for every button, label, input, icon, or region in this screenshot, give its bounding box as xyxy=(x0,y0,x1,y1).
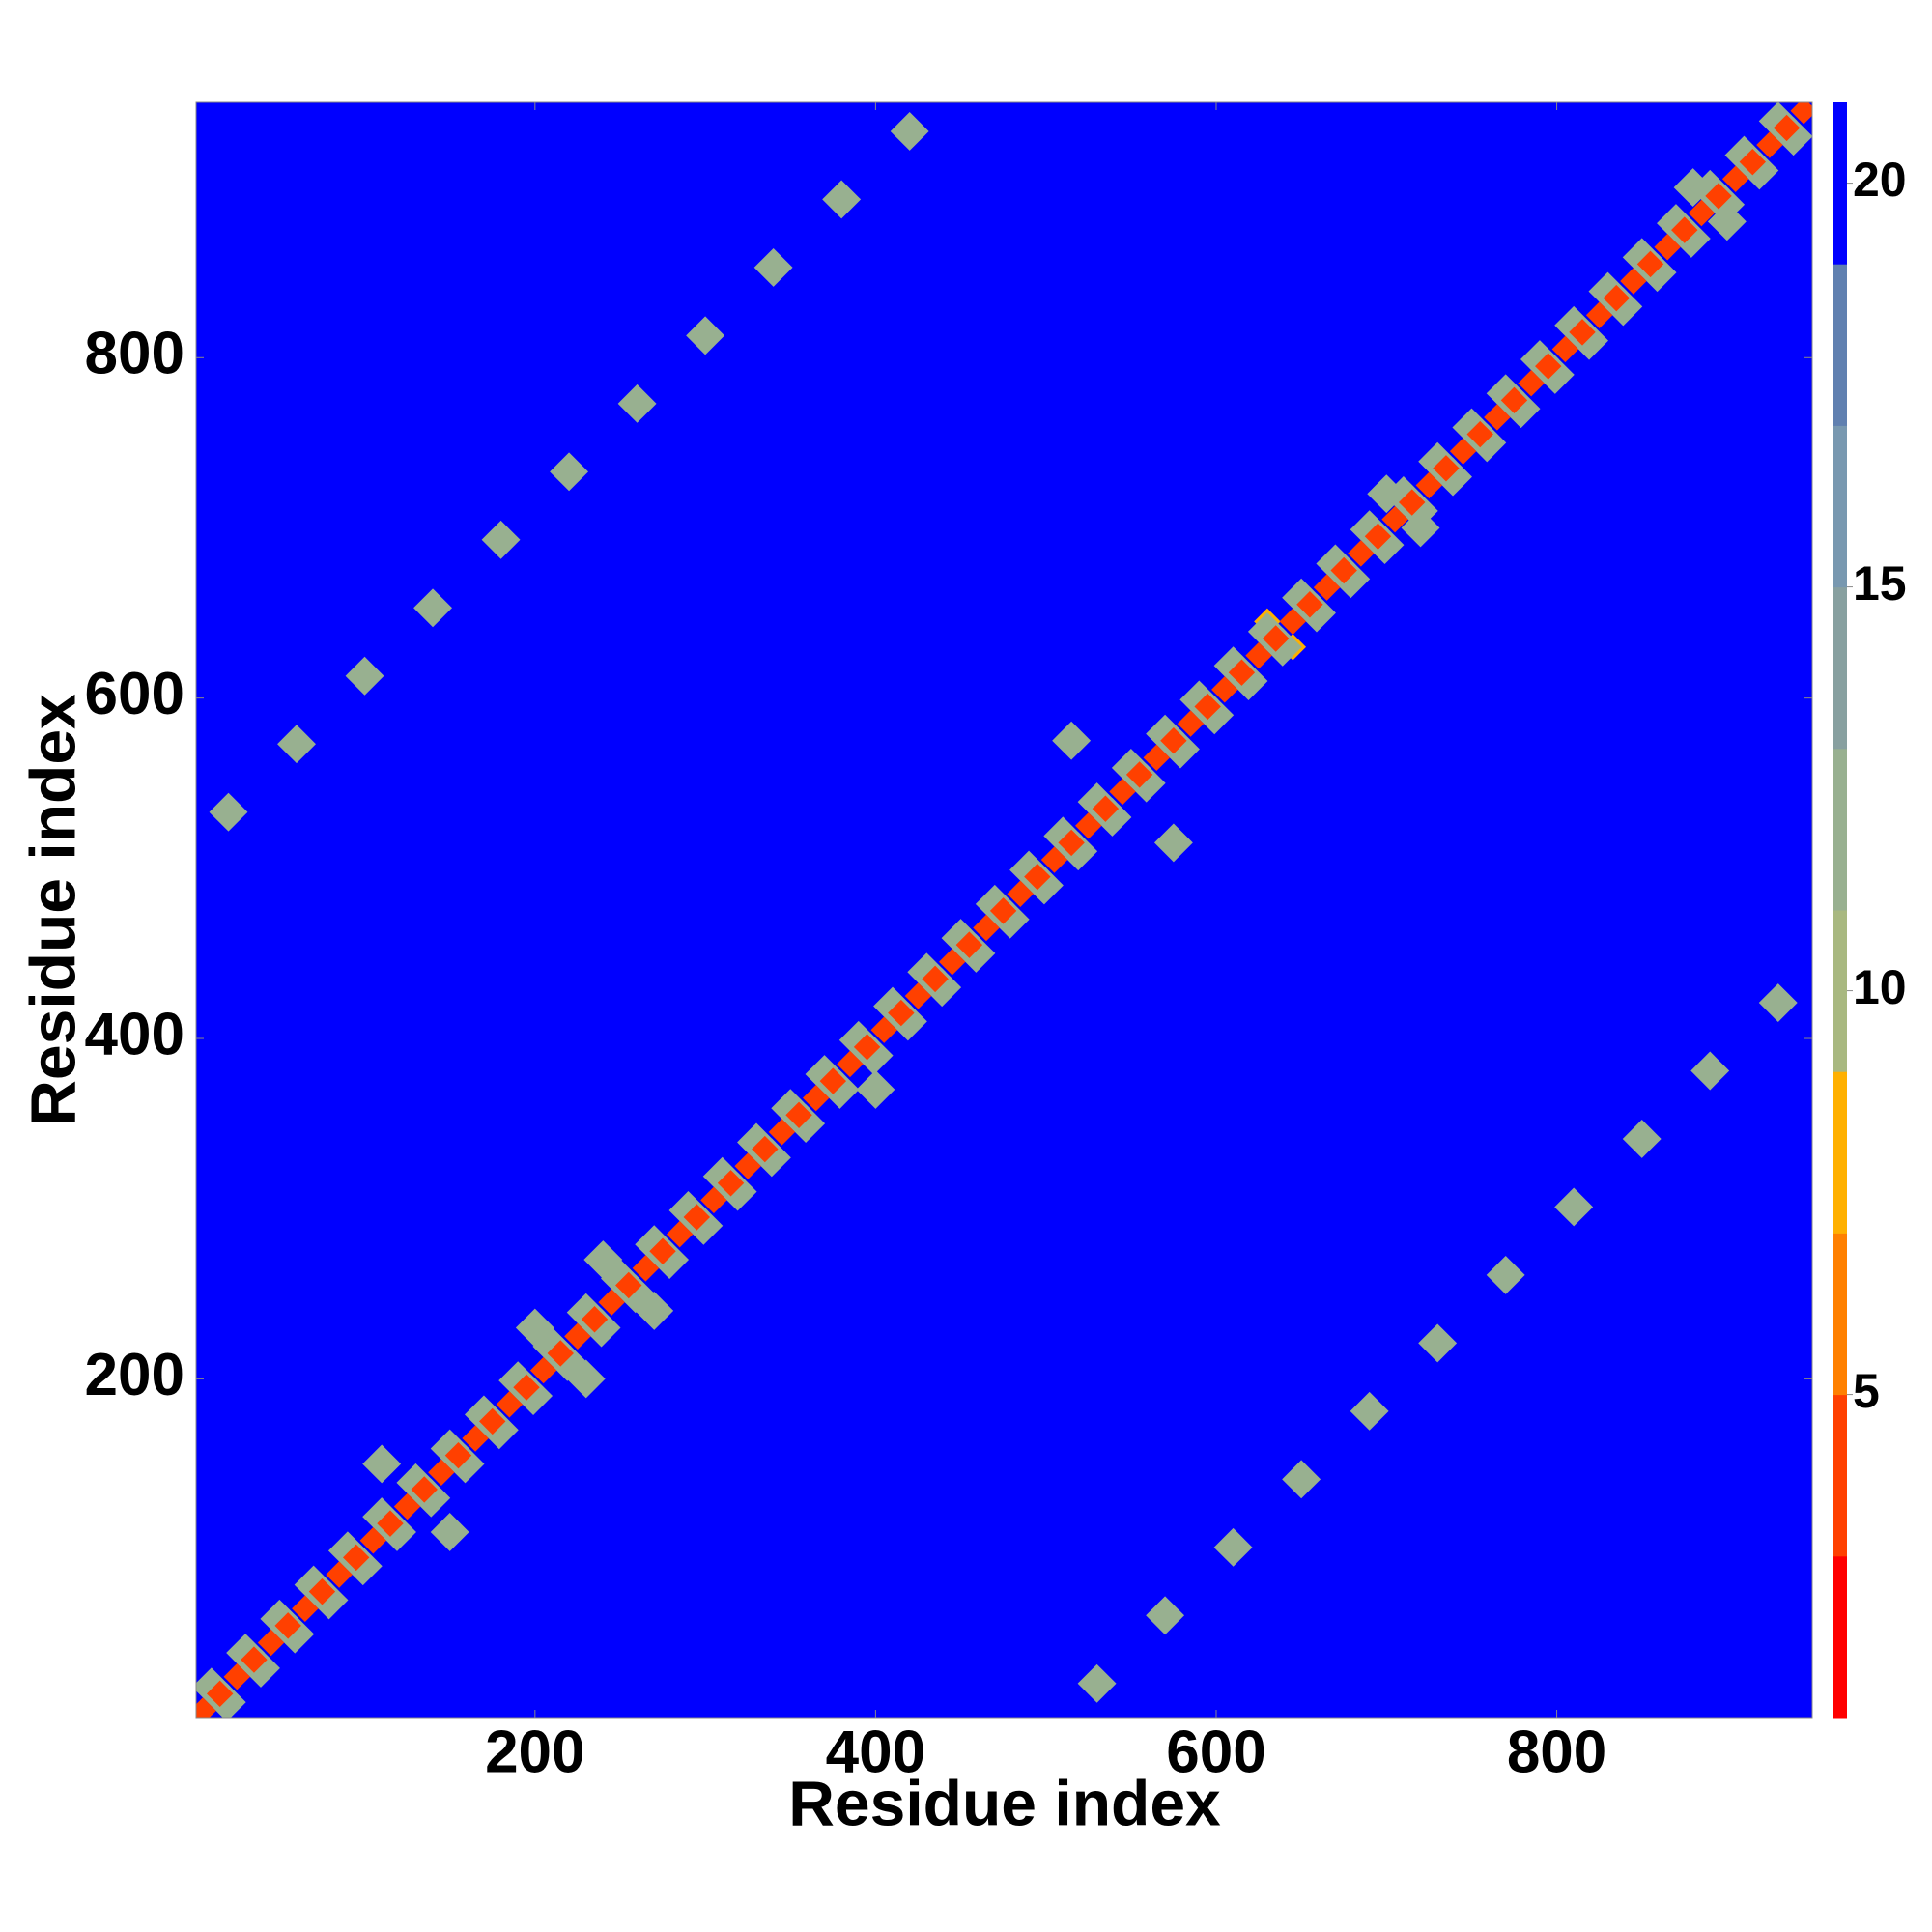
heatmap-cell xyxy=(1146,1596,1185,1635)
heatmap-cell xyxy=(1554,1187,1594,1227)
heatmap-cell xyxy=(1622,1120,1662,1158)
heatmap-cell xyxy=(413,588,452,628)
heatmap-cell xyxy=(1418,1323,1458,1363)
y-tick-label: 600 xyxy=(85,661,185,727)
y-tick-label: 800 xyxy=(85,321,185,387)
heatmap-cell xyxy=(274,1612,301,1639)
y-axis-title: Residue index xyxy=(16,694,88,1126)
colorbar-tick-label: 15 xyxy=(1853,556,1907,611)
plot-frame xyxy=(195,101,1813,1719)
heatmap-cell xyxy=(1075,812,1102,839)
colorbar-segment xyxy=(1833,264,1847,426)
colorbar-tick-label: 5 xyxy=(1853,1364,1880,1418)
heatmap-cell xyxy=(1688,199,1716,227)
heatmap-cell xyxy=(1228,659,1256,686)
colorbar-segment xyxy=(1833,1071,1847,1234)
heatmap-cell xyxy=(802,1084,830,1112)
heatmap-cell xyxy=(853,1034,881,1061)
heatmap-cell xyxy=(598,1289,625,1316)
colorbar-segment xyxy=(1833,748,1847,911)
heatmap-cell xyxy=(1052,721,1092,760)
heatmap-cell xyxy=(1705,183,1732,210)
heatmap-cell xyxy=(1282,1460,1321,1499)
heatmap-cell xyxy=(785,1101,812,1129)
heatmap-cell xyxy=(1773,114,1801,142)
heatmap-cell xyxy=(1160,726,1187,754)
heatmap-cell xyxy=(856,1069,895,1109)
heatmap-cell xyxy=(989,897,1017,924)
heatmap-cell xyxy=(1024,863,1051,891)
heatmap-cell xyxy=(717,1170,745,1197)
heatmap-cell xyxy=(837,1050,864,1078)
heatmap-cell xyxy=(428,1459,455,1487)
x-axis-title: Residue index xyxy=(788,1767,1221,1838)
heatmap-cell xyxy=(1350,1391,1389,1431)
heatmap-cell xyxy=(444,1441,472,1469)
heatmap-cell xyxy=(277,724,316,764)
colorbar-tick-label: 10 xyxy=(1853,960,1907,1014)
heatmap-cell xyxy=(1758,983,1798,1022)
x-tick-label: 800 xyxy=(1507,1719,1606,1785)
heatmap-cell xyxy=(411,1476,438,1503)
heatmap-cell xyxy=(683,1204,711,1231)
colorbar-segment xyxy=(1833,586,1847,750)
heatmap-cell xyxy=(326,1561,353,1588)
colorbar-segment xyxy=(1833,425,1847,588)
heatmap-cell xyxy=(547,1340,574,1367)
colorbar-segment xyxy=(1833,910,1847,1072)
heatmap-cell xyxy=(1040,846,1068,873)
heatmap-cell xyxy=(1330,556,1357,584)
heatmap-cell xyxy=(1213,1527,1253,1567)
heatmap-cell xyxy=(1109,778,1136,806)
heatmap-cell xyxy=(1381,505,1408,533)
heatmap-cell xyxy=(345,656,384,696)
colorbar-segment xyxy=(1833,1394,1847,1557)
heatmap-cell xyxy=(752,1135,779,1163)
heatmap-cell xyxy=(700,1186,727,1214)
colorbar-segment xyxy=(1833,1233,1847,1396)
heatmap-cell xyxy=(1262,625,1290,652)
colorbar-segment xyxy=(1833,1555,1847,1719)
heatmap-cell xyxy=(257,1629,285,1657)
y-tick-label: 200 xyxy=(85,1342,185,1408)
x-tick-label: 200 xyxy=(485,1719,584,1785)
heatmap-cell xyxy=(1296,591,1323,618)
colorbar-segment xyxy=(1833,102,1847,265)
heatmap-cell xyxy=(768,1119,796,1146)
heatmap-cell xyxy=(1364,523,1392,550)
heatmap-cell xyxy=(362,1444,402,1484)
y-tick-label: 400 xyxy=(85,1001,185,1067)
heatmap-cell xyxy=(529,1356,557,1384)
heatmap-cell xyxy=(1077,1663,1117,1703)
heatmap-cell xyxy=(666,1220,694,1248)
heatmap-cell xyxy=(819,1067,847,1094)
heatmap-cell xyxy=(1739,148,1767,176)
heatmap-cell xyxy=(904,982,932,1009)
plot-area xyxy=(196,102,1812,1718)
heatmap-cell xyxy=(1092,795,1120,822)
heatmap-cell xyxy=(1153,823,1193,863)
heatmap-cell xyxy=(1654,234,1681,261)
heatmap-cell xyxy=(1143,744,1170,772)
heatmap-cell xyxy=(1486,1255,1525,1294)
x-tick-label: 600 xyxy=(1166,1719,1265,1785)
heatmap-cell xyxy=(481,520,521,559)
x-tick-label: 400 xyxy=(826,1719,925,1785)
heatmap-cell xyxy=(430,1513,469,1551)
heatmap-cell xyxy=(564,1322,591,1350)
colorbar-tick-label: 20 xyxy=(1853,153,1907,207)
heatmap-cell xyxy=(1690,1051,1730,1091)
